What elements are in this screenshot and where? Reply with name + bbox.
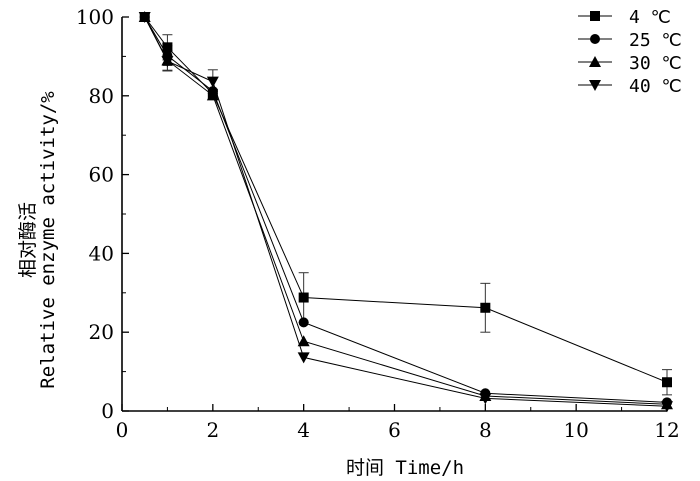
legend-marker-2 bbox=[589, 56, 601, 67]
legend-label-0: 4 ℃ bbox=[629, 7, 671, 28]
point-3-0 bbox=[138, 12, 151, 23]
point-1-3 bbox=[298, 317, 309, 328]
y-tick-label-20: 20 bbox=[89, 320, 114, 344]
data-markers bbox=[138, 11, 673, 413]
axes: 0 2 4 6 8 10 12 0 20 40 60 80 100 bbox=[76, 5, 680, 442]
point-0-1 bbox=[162, 42, 173, 53]
x-tick-label-4: 4 bbox=[297, 418, 310, 442]
series-line-3 bbox=[144, 16, 668, 407]
x-axis-title: 时间 Time/h bbox=[346, 457, 464, 479]
y-tick-label-80: 80 bbox=[89, 84, 114, 108]
point-3-2 bbox=[206, 76, 219, 88]
x-tick-label-2: 2 bbox=[206, 418, 219, 442]
point-2-3 bbox=[297, 335, 310, 347]
x-tick-label-12: 12 bbox=[654, 418, 679, 442]
series-line-1 bbox=[144, 16, 668, 403]
point-3-4 bbox=[479, 393, 492, 405]
legend-label-1: 25 ℃ bbox=[629, 30, 682, 51]
legend: 4 ℃25 ℃30 ℃40 ℃ bbox=[578, 7, 682, 97]
legend-marker-1 bbox=[590, 34, 600, 44]
x-tick-label-8: 8 bbox=[479, 418, 492, 442]
point-0-3 bbox=[298, 292, 309, 303]
x-tick-label-0: 0 bbox=[116, 418, 129, 442]
series-lines bbox=[144, 16, 668, 407]
x-tick-label-6: 6 bbox=[388, 418, 401, 442]
point-3-1 bbox=[161, 56, 174, 68]
legend-marker-3 bbox=[589, 80, 601, 91]
y-tick-label-40: 40 bbox=[89, 241, 114, 265]
y-tick-label-0: 0 bbox=[101, 399, 114, 423]
series-line-2 bbox=[144, 16, 668, 405]
y-tick-label-60: 60 bbox=[89, 163, 114, 187]
point-0-4 bbox=[480, 302, 491, 313]
point-3-3 bbox=[297, 352, 310, 364]
y-tick-label-100: 100 bbox=[76, 5, 114, 29]
point-3-5 bbox=[661, 401, 673, 413]
series-line-0 bbox=[144, 16, 668, 383]
point-2-2 bbox=[206, 89, 219, 101]
x-tick-label-10: 10 bbox=[563, 418, 588, 442]
legend-label-3: 40 ℃ bbox=[629, 76, 682, 97]
legend-marker-0 bbox=[590, 11, 600, 21]
y-axis-title-line2: Relative enzyme activity/% bbox=[37, 91, 59, 389]
point-0-5 bbox=[662, 377, 672, 388]
legend-label-2: 30 ℃ bbox=[629, 53, 682, 74]
y-axis-title-line1: 相对酶活 bbox=[17, 202, 39, 278]
